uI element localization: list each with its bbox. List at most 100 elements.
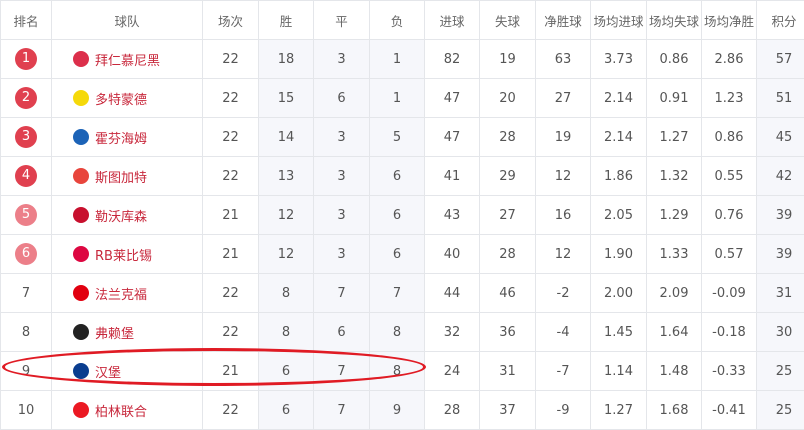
stat-cell: 8 <box>259 274 314 313</box>
team-cell[interactable]: 勒沃库森 <box>52 196 203 235</box>
column-header[interactable]: 场均净胜 <box>702 1 757 40</box>
stat-cell: 2.86 <box>702 40 757 79</box>
stat-cell: 2.00 <box>591 274 647 313</box>
team-name[interactable]: 斯图加特 <box>95 167 147 186</box>
stat-cell: 1.48 <box>647 352 702 391</box>
stat-cell: 6 <box>370 157 425 196</box>
team-name[interactable]: 弗赖堡 <box>95 323 134 342</box>
column-header[interactable]: 净胜球 <box>536 1 591 40</box>
team-cell[interactable]: 多特蒙德 <box>52 79 203 118</box>
stat-cell: 6 <box>314 79 370 118</box>
team-name[interactable]: 拜仁慕尼黑 <box>95 50 160 69</box>
stat-cell: 12 <box>259 196 314 235</box>
stat-cell: 22 <box>203 79 259 118</box>
stat-cell: 45 <box>757 118 804 157</box>
stat-cell: 32 <box>425 313 480 352</box>
stat-cell: 43 <box>425 196 480 235</box>
column-header[interactable]: 场均失球 <box>647 1 702 40</box>
stat-cell: 2.09 <box>647 274 702 313</box>
team-cell[interactable]: 霍芬海姆 <box>52 118 203 157</box>
team-name[interactable]: 多特蒙德 <box>95 89 147 108</box>
stat-cell: 51 <box>757 79 804 118</box>
stat-cell: 24 <box>425 352 480 391</box>
stat-cell: 1.68 <box>647 391 702 430</box>
stat-cell: -0.09 <box>702 274 757 313</box>
stat-cell: 44 <box>425 274 480 313</box>
team-name[interactable]: 柏林联合 <box>95 401 147 420</box>
column-header[interactable]: 排名 <box>1 1 52 40</box>
rank: 10 <box>18 403 35 418</box>
column-header[interactable]: 球队 <box>52 1 203 40</box>
team-cell[interactable]: RB莱比锡 <box>52 235 203 274</box>
stat-cell: 28 <box>425 391 480 430</box>
team-cell[interactable]: 柏林联合 <box>52 391 203 430</box>
team-name[interactable]: 勒沃库森 <box>95 206 147 225</box>
stat-cell: 5 <box>370 118 425 157</box>
team-name[interactable]: RB莱比锡 <box>95 245 152 264</box>
rank-badge: 6 <box>15 243 37 265</box>
stat-cell: 1.14 <box>591 352 647 391</box>
union-berlin-logo-icon <box>73 402 89 418</box>
stat-cell: -2 <box>536 274 591 313</box>
stat-cell: 42 <box>757 157 804 196</box>
stat-cell: 3 <box>314 118 370 157</box>
stat-cell: 7 <box>314 274 370 313</box>
stat-cell: 22 <box>203 313 259 352</box>
stat-cell: 0.57 <box>702 235 757 274</box>
column-header[interactable]: 失球 <box>480 1 536 40</box>
stat-cell: 12 <box>536 235 591 274</box>
rank-badge: 5 <box>15 204 37 226</box>
team-name[interactable]: 霍芬海姆 <box>95 128 147 147</box>
stat-cell: 31 <box>757 274 804 313</box>
stat-cell: 29 <box>480 157 536 196</box>
stat-cell: 30 <box>757 313 804 352</box>
stat-cell: 6 <box>314 313 370 352</box>
rank-badge: 2 <box>15 87 37 109</box>
team-cell[interactable]: 拜仁慕尼黑 <box>52 40 203 79</box>
stat-cell: 1.45 <box>591 313 647 352</box>
team-cell[interactable]: 汉堡 <box>52 352 203 391</box>
rank-cell: 2 <box>1 79 52 118</box>
column-header[interactable]: 胜 <box>259 1 314 40</box>
stat-cell: 47 <box>425 79 480 118</box>
team-name[interactable]: 汉堡 <box>95 362 121 381</box>
stat-cell: 21 <box>203 352 259 391</box>
stat-cell: 7 <box>370 274 425 313</box>
stat-cell: 0.55 <box>702 157 757 196</box>
column-header[interactable]: 进球 <box>425 1 480 40</box>
stat-cell: 1 <box>370 79 425 118</box>
stat-cell: 25 <box>757 352 804 391</box>
stat-cell: 1 <box>370 40 425 79</box>
stuttgart-logo-icon <box>73 168 89 184</box>
stat-cell: 14 <box>259 118 314 157</box>
rank: 9 <box>22 364 30 379</box>
rank-badge: 4 <box>15 165 37 187</box>
rank-cell: 5 <box>1 196 52 235</box>
stat-cell: 8 <box>370 352 425 391</box>
column-header[interactable]: 场均进球 <box>591 1 647 40</box>
stat-cell: 19 <box>536 118 591 157</box>
stat-cell: 22 <box>203 118 259 157</box>
team-name[interactable]: 法兰克福 <box>95 284 147 303</box>
team-cell[interactable]: 斯图加特 <box>52 157 203 196</box>
column-header[interactable]: 场次 <box>203 1 259 40</box>
column-header[interactable]: 平 <box>314 1 370 40</box>
team-cell[interactable]: 弗赖堡 <box>52 313 203 352</box>
column-header[interactable]: 负 <box>370 1 425 40</box>
column-header[interactable]: 积分 <box>757 1 804 40</box>
stat-cell: 8 <box>259 313 314 352</box>
stat-cell: 22 <box>203 40 259 79</box>
stat-cell: 1.29 <box>647 196 702 235</box>
team-cell[interactable]: 法兰克福 <box>52 274 203 313</box>
stat-cell: 20 <box>480 79 536 118</box>
